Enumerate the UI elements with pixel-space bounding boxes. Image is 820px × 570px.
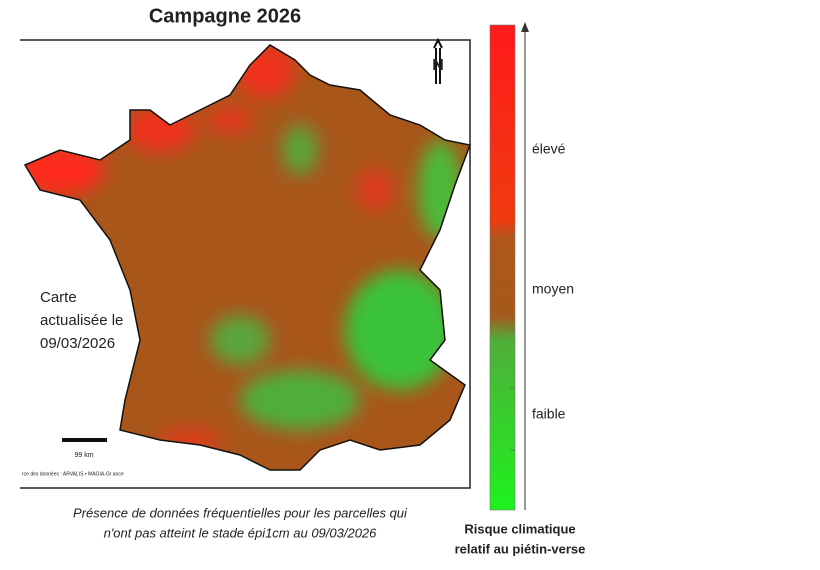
north-arrow: [433, 37, 443, 84]
scale-label: 99 km: [74, 452, 93, 459]
title: Campagne 2026: [149, 5, 301, 27]
legend-level: moyen: [532, 281, 574, 297]
legend-level: élevé: [532, 141, 566, 157]
legend-level: faible: [532, 406, 566, 422]
legend-ticks: [510, 235, 515, 451]
legend-title: Risque climatique: [464, 521, 575, 536]
date-note: actualisée le: [40, 312, 123, 329]
legend-arrowhead: [521, 22, 529, 32]
caption: n'ont pas atteint le stade épi1cm au 09/…: [104, 525, 378, 540]
caption: Présence de données fréquentielles pour …: [73, 505, 408, 520]
date-note: Carte: [40, 289, 77, 306]
date-note: 09/03/2026: [40, 335, 115, 352]
france-map: [25, 45, 470, 470]
map-frame: [20, 39, 471, 489]
legend-title: relatif au piétin-verse: [455, 541, 586, 556]
north-label: N: [432, 57, 444, 74]
source: rce des données : ARVALIS • MAGIA-Gr anc…: [22, 471, 124, 477]
scale-bar: [62, 438, 107, 442]
legend-bar: [489, 24, 516, 511]
